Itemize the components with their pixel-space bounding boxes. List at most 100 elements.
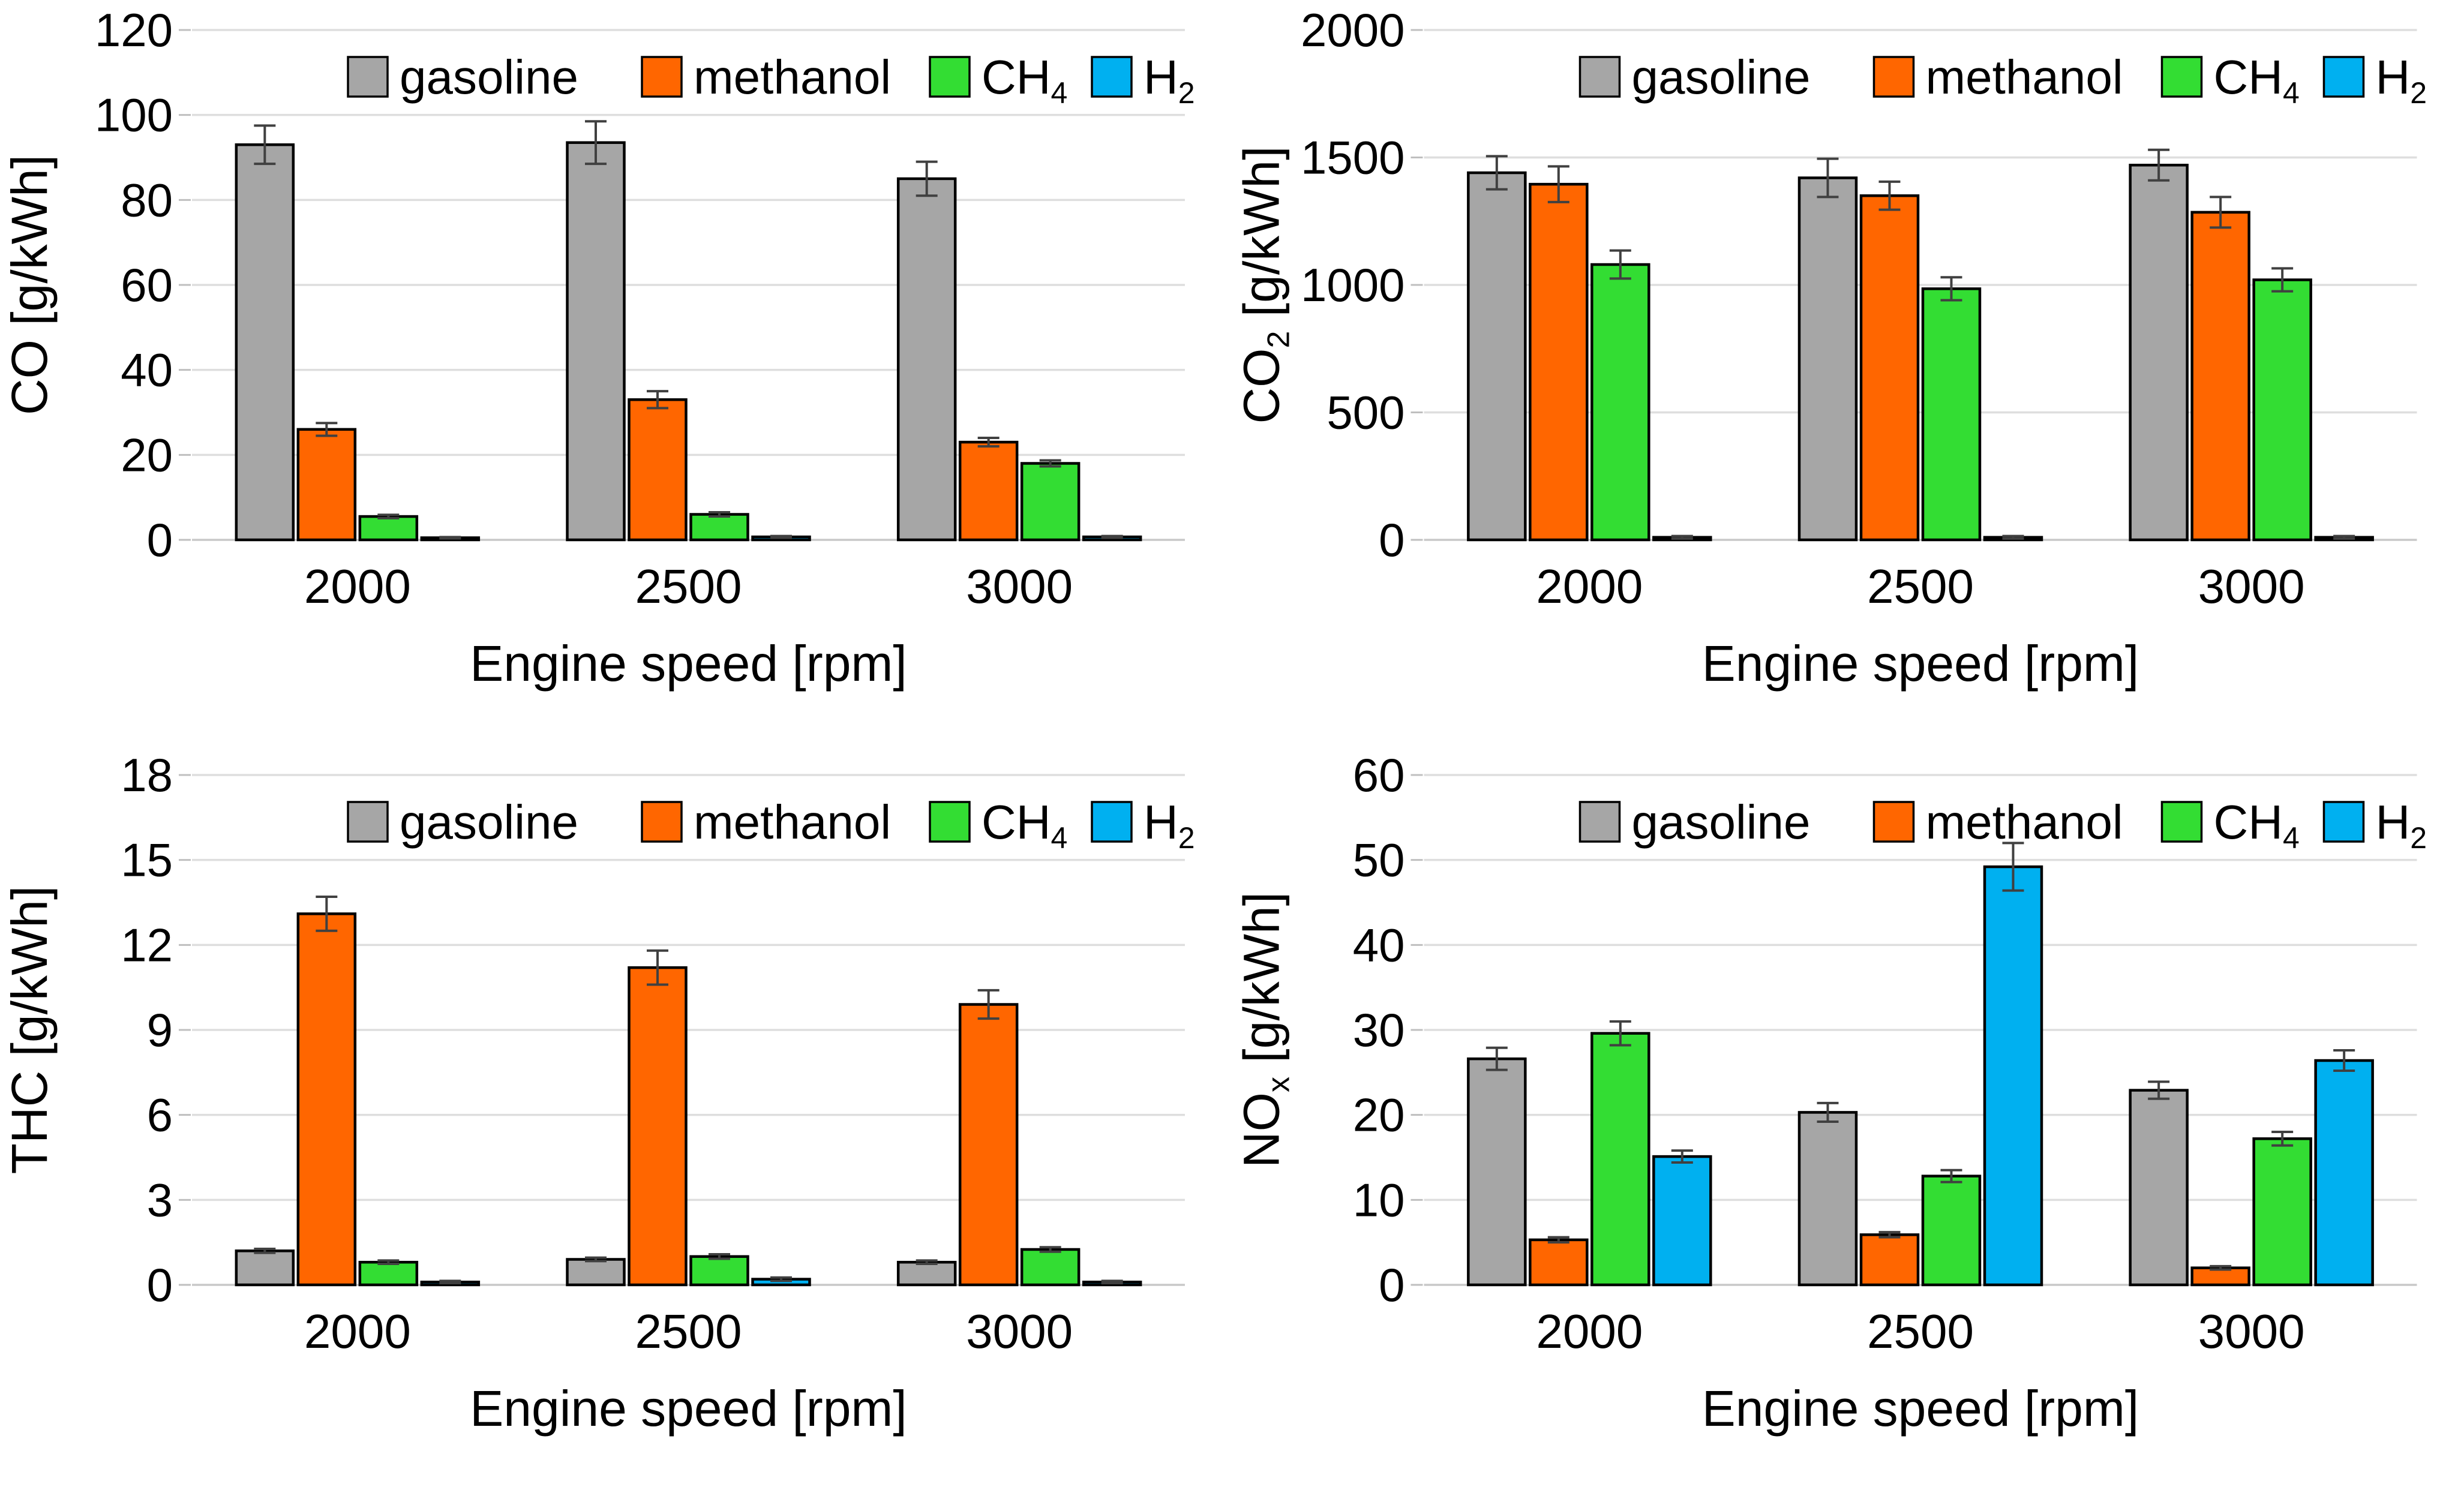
bar-H2-2000	[1652, 1155, 1712, 1287]
legend-swatch-gasoline	[347, 801, 389, 843]
legend-item-H2: H2	[1091, 795, 1195, 855]
legend: gasoline methanol CH4 H2	[347, 795, 1195, 855]
error-bar-H2-3000	[2333, 534, 2355, 540]
category-label-2500: 2500	[635, 560, 742, 613]
bar-CH4-2000	[1590, 1032, 1650, 1287]
y-tick-label-0: 0	[147, 513, 173, 566]
y-tick-label-30: 30	[1353, 1004, 1405, 1056]
legend-label-gasoline: gasoline	[1632, 50, 1811, 104]
error-bar-H2-2000	[439, 1279, 461, 1285]
y-tick-label-40: 40	[121, 344, 173, 396]
legend-item-CH4: CH4	[2160, 795, 2300, 855]
error-bar-methanol-2500	[647, 949, 668, 986]
error-bar-methanol-3000	[2210, 1264, 2232, 1271]
legend-swatch-CH4	[929, 56, 971, 98]
y-tick-label-1500: 1500	[1301, 131, 1405, 184]
bar-gasoline-3000	[2129, 1089, 2189, 1287]
category-label-2000: 2000	[304, 560, 411, 613]
category-label-2500: 2500	[635, 1305, 742, 1358]
error-bar-CH4-2000	[377, 513, 400, 519]
y-tick-label-12: 12	[121, 918, 173, 971]
error-bar-H2-3000	[2333, 1049, 2355, 1072]
legend-swatch-methanol	[641, 56, 683, 98]
x-axis-title: Engine speed [rpm]	[470, 1380, 907, 1437]
bar-CH4-3000	[1020, 1248, 1081, 1287]
y-tick-label-0: 0	[1379, 1258, 1404, 1311]
error-bar-CH4-2500	[709, 1253, 730, 1260]
bar-methanol-2000	[296, 428, 357, 542]
bars	[1467, 842, 2374, 1287]
category-label-2000: 2000	[1536, 560, 1643, 613]
legend-swatch-methanol	[1872, 56, 1915, 98]
category-label-3000: 3000	[2198, 1305, 2305, 1358]
y-tick-label-6: 6	[147, 1089, 173, 1141]
y-tick-label-100: 100	[95, 89, 173, 142]
y-tick-label-20: 20	[1353, 1089, 1405, 1141]
error-bar-methanol-3000	[977, 437, 1000, 448]
legend-label-H2: H2	[2376, 50, 2427, 110]
error-bar-H2-2500	[2002, 842, 2024, 892]
y-axis-title: THC [g/kWh]	[1, 886, 58, 1174]
category-label-3000: 3000	[966, 1305, 1073, 1358]
bar-gasoline-2000	[235, 1249, 295, 1287]
category-label-2000: 2000	[304, 1305, 411, 1358]
bar-CH4-2500	[689, 513, 749, 542]
bar-methanol-2500	[1859, 1233, 1920, 1287]
y-tick-label-500: 500	[1326, 386, 1404, 439]
error-bar-CH4-2500	[1940, 1168, 1962, 1183]
legend-item-gasoline: gasoline	[347, 50, 578, 104]
chart-co-svg: 0 20 40 60 80 100 120 gasoline methanol CH4 H2 2000…	[1, 4, 1195, 692]
error-bar-H2-3000	[1101, 1279, 1123, 1285]
legend-swatch-H2	[2322, 56, 2365, 98]
error-bar-H2-2500	[770, 534, 792, 539]
category-label-3000: 3000	[966, 560, 1073, 613]
legend-swatch-H2	[1091, 801, 1133, 843]
bar-methanol-2500	[628, 966, 688, 1287]
error-bar-CH4-2500	[1940, 276, 1962, 302]
bar-gasoline-3000	[896, 1260, 957, 1287]
legend-item-H2: H2	[2322, 50, 2427, 110]
legend-swatch-H2	[1091, 56, 1133, 98]
error-bar-gasoline-2000	[254, 124, 276, 166]
bar-gasoline-3000	[896, 177, 957, 542]
legend-label-gasoline: gasoline	[400, 50, 578, 104]
legend-label-H2: H2	[1144, 795, 1195, 855]
error-bar-methanol-2000	[316, 422, 338, 437]
bar-gasoline-3000	[2129, 164, 2189, 542]
error-bar-H2-2500	[2002, 534, 2024, 540]
bar-methanol-2000	[1529, 182, 1589, 542]
error-bar-H2-2000	[439, 536, 461, 540]
legend-label-gasoline: gasoline	[400, 795, 578, 849]
category-label-2500: 2500	[1867, 1305, 1974, 1358]
y-tick-label-20: 20	[121, 428, 173, 481]
chart-nox: 0 10 20 30 40 50 60 gasoline methanol CH4 H2 2000 25…	[1232, 745, 2464, 1490]
gridlines: 0 500 1000 1500 2000	[1301, 4, 2417, 566]
bar-gasoline-2500	[1797, 1111, 1858, 1287]
y-tick-label-120: 120	[95, 4, 173, 56]
x-axis-title: Engine speed [rpm]	[1702, 1380, 2139, 1437]
category-label-2000: 2000	[1536, 1305, 1643, 1358]
y-tick-label-0: 0	[1379, 513, 1404, 566]
error-bar-gasoline-2500	[585, 1256, 607, 1263]
error-bar-gasoline-2500	[585, 120, 607, 166]
gridlines: 0 3 6 9 12 15 18	[121, 749, 1185, 1311]
error-bar-methanol-2000	[316, 896, 338, 932]
legend-item-H2: H2	[2322, 795, 2427, 855]
gridlines: 0 10 20 30 40 50 60	[1353, 749, 2417, 1311]
bar-gasoline-2000	[235, 143, 295, 542]
legend-item-gasoline: gasoline	[1578, 795, 1811, 849]
error-bar-H2-2000	[1671, 534, 1693, 540]
error-bar-CH4-2000	[1609, 249, 1631, 280]
error-bar-CH4-3000	[1039, 459, 1061, 468]
legend-label-methanol: methanol	[694, 795, 891, 849]
legend-label-CH4: CH4	[982, 795, 1067, 855]
error-bar-gasoline-3000	[916, 1259, 938, 1266]
error-bar-CH4-2000	[1609, 1020, 1631, 1047]
bar-gasoline-2500	[566, 141, 626, 542]
legend-item-H2: H2	[1091, 50, 1195, 110]
legend-item-CH4: CH4	[929, 795, 1067, 855]
error-bar-H2-2500	[770, 1276, 792, 1282]
error-bar-methanol-3000	[977, 989, 1000, 1020]
chart-thc: 0 3 6 9 12 15 18 gasoline methanol CH4 H2 2000 2500 3…	[0, 745, 1232, 1490]
